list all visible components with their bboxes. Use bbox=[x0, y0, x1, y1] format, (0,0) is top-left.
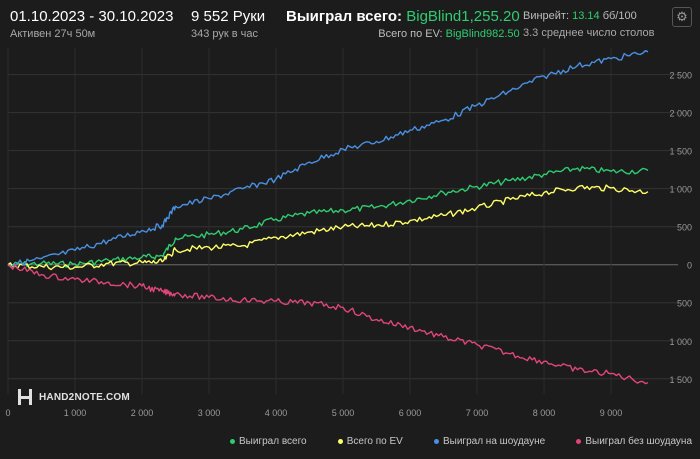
winrate: Винрейт: 13.14 бб/100 bbox=[523, 10, 655, 22]
won-total-value: BigBlind1,255.20 bbox=[406, 8, 520, 25]
y-tick-label: 0 bbox=[687, 261, 692, 271]
y-tick-label: 2 000 bbox=[669, 109, 692, 119]
legend-showdown[interactable]: Выиграл на шоудауне bbox=[433, 436, 546, 447]
winrate-value: 13.14 bbox=[572, 10, 600, 22]
y-tick-label: 1 500 bbox=[669, 375, 692, 385]
series-ev bbox=[7, 184, 649, 271]
series-lines bbox=[7, 50, 649, 385]
hands-block: 9 552 Руки 343 рук в час bbox=[191, 8, 265, 40]
ev-value: BigBlind982.50 bbox=[445, 28, 520, 40]
legend-ev[interactable]: Всего по EV bbox=[337, 436, 403, 447]
series-won-total bbox=[7, 165, 649, 268]
legend-label: Выиграл без шоудауна bbox=[585, 436, 692, 447]
legend-no-showdown[interactable]: Выиграл без шоудауна bbox=[576, 436, 692, 447]
y-tick-label: 500 bbox=[677, 299, 692, 309]
winrate-label: Винрейт: bbox=[523, 10, 570, 22]
legend-won-total[interactable]: Выиграл всего bbox=[230, 436, 307, 447]
won-total: Выиграл всего: BigBlind1,255.20 bbox=[286, 8, 520, 25]
winrate-block: Винрейт: 13.14 бб/100 3.3 среднее число … bbox=[523, 10, 655, 39]
y-tick-label: 500 bbox=[677, 223, 692, 233]
y-tick-label: 2 500 bbox=[669, 71, 692, 81]
series-showdown bbox=[7, 50, 649, 268]
x-tick-label: 6 000 bbox=[399, 408, 422, 418]
avg-tables: 3.3 среднее число столов bbox=[523, 27, 655, 39]
hands-per-hour: 343 рук в час bbox=[191, 28, 259, 40]
legend-dot-icon bbox=[576, 439, 582, 444]
date-range-block: 01.10.2023 - 30.10.2023 Активен 27ч 50м bbox=[10, 8, 173, 40]
x-tick-label: 4 000 bbox=[265, 408, 288, 418]
winrate-suffix: бб/100 bbox=[602, 10, 637, 22]
date-range[interactable]: 01.10.2023 - 30.10.2023 bbox=[10, 8, 174, 25]
hand2note-logo: HAND2NOTE.COM bbox=[17, 388, 130, 406]
x-tick-label: 1 000 bbox=[64, 408, 87, 418]
legend-dot-icon bbox=[230, 439, 235, 444]
grid bbox=[7, 48, 678, 394]
legend-label: Всего по EV bbox=[346, 436, 403, 447]
x-axis-ticks: 0 1 000 2 000 3 000 4 000 5 000 6 000 7 000 8 00… bbox=[5, 408, 622, 418]
x-tick-label: 9 000 bbox=[600, 408, 623, 418]
y-tick-label: 1 000 bbox=[669, 337, 692, 347]
x-tick-label: 2 000 bbox=[131, 408, 154, 418]
ev-total: Всего по EV: BigBlind982.50 bbox=[286, 28, 520, 40]
y-tick-label: 1 000 bbox=[669, 185, 692, 195]
legend-label: Выиграл всего bbox=[239, 436, 307, 447]
x-tick-label: 0 bbox=[5, 408, 10, 418]
y-axis-ticks: 500 1 000 1 500 2 000 2 500 0 500 1 000 1 500 bbox=[669, 71, 692, 385]
legend-dot-icon bbox=[337, 439, 343, 444]
x-tick-label: 8 000 bbox=[533, 408, 556, 418]
active-time: Активен 27ч 50м bbox=[10, 28, 96, 40]
ev-label: Всего по EV: bbox=[378, 28, 443, 40]
x-tick-label: 7 000 bbox=[466, 408, 489, 418]
profit-chart: 500 1 000 1 500 2 000 2 500 0 500 1 000 1 500 0 1… bbox=[5, 48, 692, 418]
gear-icon[interactable]: ⚙ bbox=[672, 7, 692, 27]
logo-mark-icon bbox=[17, 388, 33, 406]
won-total-label: Выиграл всего: bbox=[286, 8, 403, 25]
hands-count: 9 552 Руки bbox=[191, 8, 266, 25]
won-block: Выиграл всего: BigBlind1,255.20 Всего по… bbox=[286, 8, 520, 40]
x-tick-label: 3 000 bbox=[198, 408, 221, 418]
series-no-showdown bbox=[7, 264, 649, 385]
chart-legend: Выиграл всего Всего по EV Выиграл на шоу… bbox=[230, 436, 692, 447]
x-tick-label: 5 000 bbox=[332, 408, 355, 418]
legend-dot-icon bbox=[433, 439, 439, 444]
y-tick-label: 1 500 bbox=[669, 147, 692, 157]
legend-label: Выиграл на шоудауне bbox=[442, 436, 546, 447]
logo-text: HAND2NOTE.COM bbox=[39, 391, 130, 403]
